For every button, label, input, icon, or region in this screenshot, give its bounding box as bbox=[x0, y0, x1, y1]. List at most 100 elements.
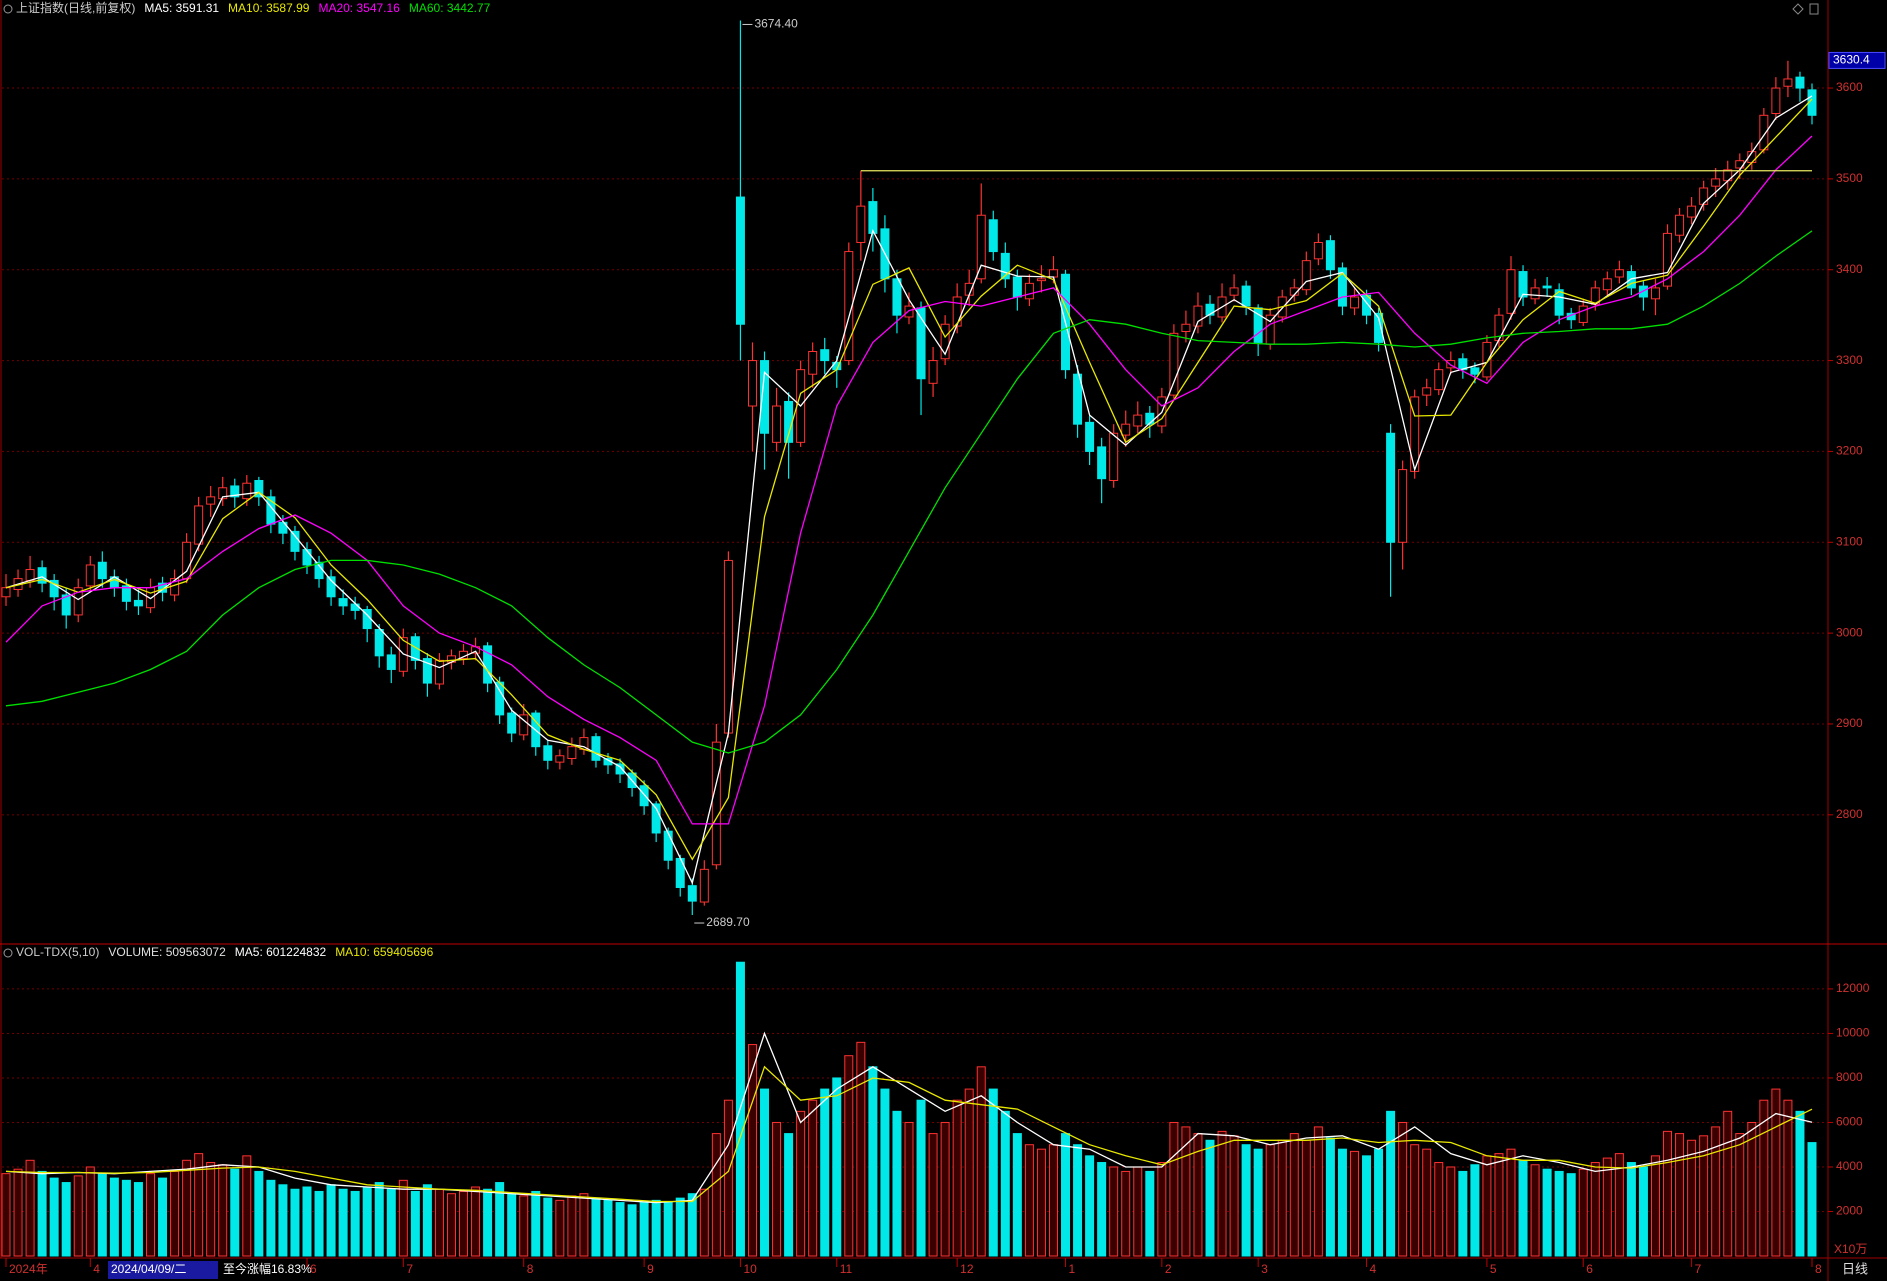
volume-bar bbox=[747, 1044, 757, 1257]
volume-bar bbox=[1747, 1121, 1757, 1257]
volume-bar bbox=[1759, 1099, 1769, 1257]
volume-bar bbox=[85, 1166, 95, 1257]
candle-body bbox=[868, 201, 878, 234]
candle-body bbox=[133, 599, 143, 607]
candle-body bbox=[1000, 252, 1010, 280]
candle-body bbox=[1085, 421, 1095, 452]
volume-bar bbox=[916, 1099, 926, 1257]
volume-bar bbox=[1277, 1139, 1287, 1257]
candle-body bbox=[37, 567, 47, 584]
candle-body bbox=[1771, 87, 1781, 114]
volume-bar bbox=[1325, 1137, 1335, 1257]
candle-body bbox=[1542, 285, 1552, 289]
candle-body bbox=[290, 530, 300, 552]
candle-body bbox=[49, 579, 59, 598]
volume-bar bbox=[603, 1199, 613, 1257]
volume-bar bbox=[278, 1184, 288, 1257]
volume-bar bbox=[1446, 1166, 1456, 1257]
candle-body bbox=[1446, 360, 1456, 369]
volume-bar bbox=[1711, 1126, 1721, 1257]
tool-icon[interactable] bbox=[1809, 3, 1819, 15]
volume-bar bbox=[555, 1199, 565, 1257]
pane-title: 上证指数(日线,前复权) bbox=[16, 0, 135, 15]
volume-bar bbox=[928, 1133, 938, 1257]
candle-body bbox=[1602, 278, 1612, 291]
candle-body bbox=[1313, 241, 1323, 260]
volume-bar bbox=[1470, 1164, 1480, 1257]
candle-body bbox=[1699, 187, 1709, 205]
volume-bar bbox=[1422, 1148, 1432, 1257]
volume-legend: VOLUME: 509563072 bbox=[108, 945, 226, 959]
volume-bar bbox=[639, 1202, 649, 1257]
y-tick-label: 3200 bbox=[1836, 444, 1863, 458]
y-tick-label: 3500 bbox=[1836, 171, 1863, 185]
volume-bar bbox=[1097, 1162, 1107, 1257]
volume-bar bbox=[1362, 1155, 1372, 1257]
volume-bar bbox=[109, 1177, 119, 1257]
candle-body bbox=[1301, 260, 1311, 291]
volume-bar bbox=[158, 1177, 168, 1257]
volume-bar bbox=[386, 1188, 396, 1257]
volume-bar bbox=[687, 1193, 697, 1257]
candle-body bbox=[1470, 367, 1480, 375]
volume-bar bbox=[760, 1088, 770, 1257]
candle-body bbox=[1374, 312, 1384, 343]
unit-label: X10万 bbox=[1834, 1242, 1867, 1256]
y-tick-label: 2000 bbox=[1836, 1204, 1863, 1218]
volume-bar bbox=[1301, 1139, 1311, 1257]
candle-body bbox=[1530, 287, 1540, 300]
volume-bar bbox=[1650, 1155, 1660, 1257]
x-tick-label: 7 bbox=[1695, 1262, 1702, 1276]
candle-body bbox=[1097, 446, 1107, 480]
volume-bar bbox=[194, 1153, 204, 1257]
candle-body bbox=[651, 803, 661, 834]
candle-body bbox=[338, 598, 348, 607]
tool-icon[interactable] bbox=[1792, 3, 1804, 15]
candle-body bbox=[1675, 214, 1685, 236]
volume-bar bbox=[1133, 1166, 1143, 1257]
volume-bar bbox=[1506, 1148, 1516, 1257]
candle-body bbox=[1036, 278, 1046, 282]
candle-body bbox=[386, 654, 396, 670]
candle-body bbox=[976, 214, 986, 280]
volume-bar bbox=[1807, 1142, 1817, 1257]
volume-bar bbox=[1458, 1170, 1468, 1257]
candle-body bbox=[326, 576, 336, 598]
candle-body bbox=[1614, 269, 1624, 278]
candle-body bbox=[422, 658, 432, 684]
annotation: 3674.40 bbox=[754, 17, 798, 31]
volume-bar bbox=[1313, 1126, 1323, 1257]
candle-body bbox=[1145, 412, 1155, 425]
candle-body bbox=[434, 659, 444, 685]
candle-body bbox=[1783, 78, 1793, 87]
volume-bar bbox=[1253, 1148, 1263, 1257]
volume-bar bbox=[880, 1088, 890, 1257]
candle-body bbox=[1, 587, 11, 598]
date-marker: 2024/04/09/二 bbox=[111, 1262, 186, 1276]
volume-bar bbox=[519, 1195, 529, 1257]
x-tick-label: 3 bbox=[1261, 1262, 1268, 1276]
volume-bar bbox=[1, 1173, 11, 1257]
volume-bar bbox=[471, 1186, 481, 1257]
change-marker: 至今涨幅16.83% bbox=[223, 1261, 312, 1276]
y-tick-label: 2800 bbox=[1836, 807, 1863, 821]
volume-bar bbox=[675, 1197, 685, 1257]
y-tick-label: 3000 bbox=[1836, 625, 1863, 639]
volume-bar bbox=[663, 1202, 673, 1257]
volume-bar bbox=[49, 1177, 59, 1257]
candle-body bbox=[1711, 178, 1721, 187]
candle-body bbox=[61, 594, 71, 616]
indicator-icon bbox=[3, 948, 13, 958]
volume-bar bbox=[1687, 1139, 1697, 1257]
ma-line bbox=[5, 98, 1813, 861]
x-tick-label: 10 bbox=[743, 1262, 757, 1276]
volume-bar bbox=[699, 1188, 709, 1257]
legend-entry: MA10: 3587.99 bbox=[228, 1, 310, 15]
candle-body bbox=[1386, 432, 1396, 543]
volume-bar bbox=[61, 1182, 71, 1257]
volume-bar bbox=[1205, 1139, 1215, 1257]
volume-bar bbox=[230, 1168, 240, 1257]
candle-body bbox=[230, 485, 240, 498]
volume-bar bbox=[1048, 1144, 1058, 1257]
legend-entry: MA5: 3591.31 bbox=[144, 1, 219, 15]
